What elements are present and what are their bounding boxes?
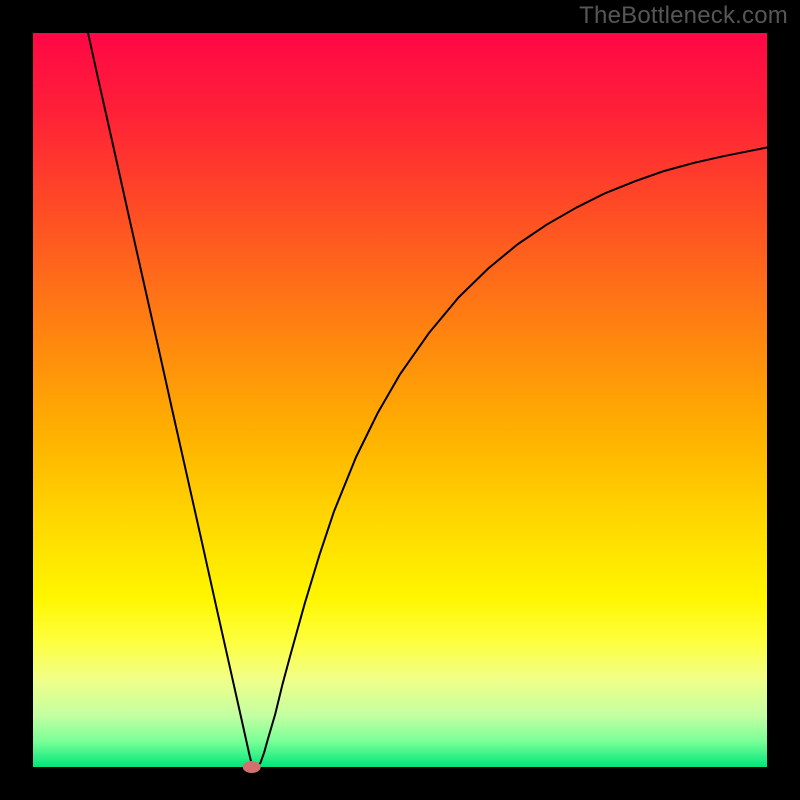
- watermark-text: TheBottleneck.com: [579, 2, 788, 30]
- bottleneck-chart: [0, 0, 800, 800]
- optimum-marker: [243, 761, 261, 773]
- chart-frame: TheBottleneck.com: [0, 0, 800, 800]
- plot-background: [33, 33, 767, 767]
